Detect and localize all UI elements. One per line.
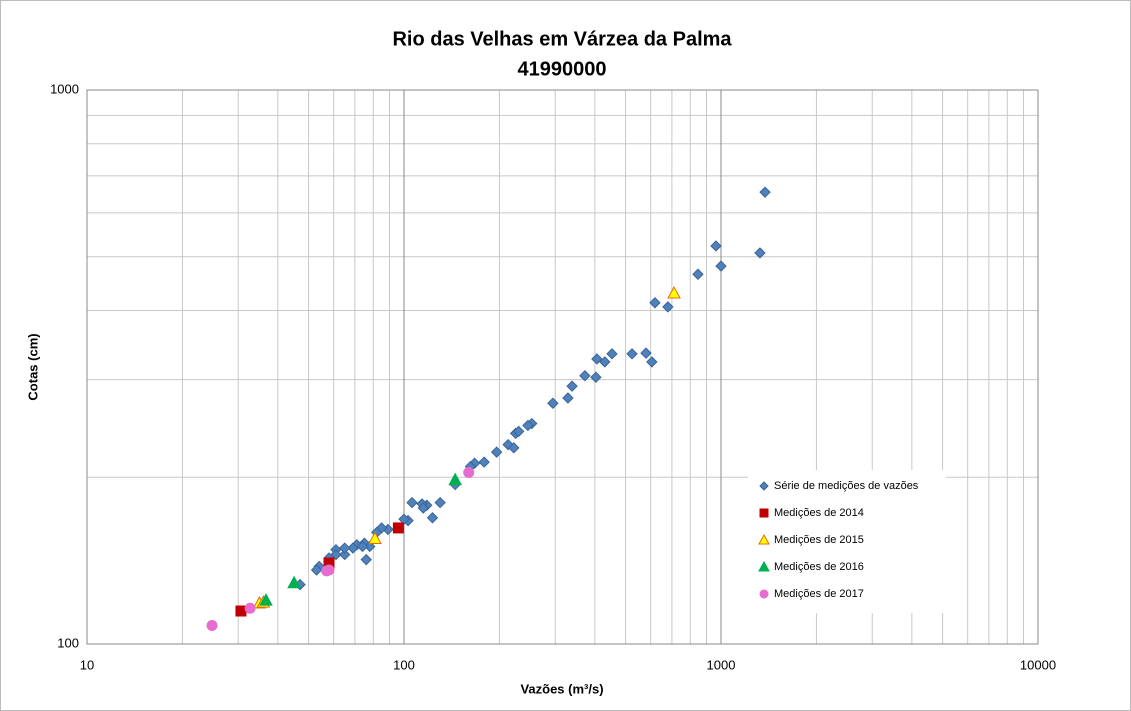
point [287,575,301,589]
legend-label: Medições de 2016 [774,561,864,573]
point [310,564,323,576]
point [754,247,766,259]
point [468,457,481,469]
point [646,356,658,368]
chart-subtitle: 41990000 [518,58,607,80]
point [759,186,771,198]
point [626,348,638,360]
y-axis-label: Cotas (cm) [25,333,40,400]
point [512,425,525,438]
plot-border [86,89,1039,645]
point [547,397,559,409]
x-tick-label: 10000 [1020,657,1056,672]
point [338,542,351,554]
x-tick-label: 100 [393,657,415,672]
point [426,512,439,524]
point [392,522,404,534]
point [360,553,372,566]
point [522,419,534,432]
point [448,472,462,486]
point [640,347,652,359]
legend-label: Medições de 2015 [774,534,864,546]
legend-label: Série de medições de vazões [774,480,919,492]
legend-box [748,470,946,613]
point [235,605,247,617]
chart-title: Rio das Velhas em Várzea da Palma [392,28,732,50]
y-tick-label: 100 [57,635,79,650]
legend-marker [759,589,769,599]
point [478,456,490,468]
point [463,466,475,478]
legend-marker [758,533,770,545]
point [606,348,618,360]
point [368,531,382,545]
legend-marker [759,481,769,491]
point [398,513,410,525]
point [417,502,429,514]
point [347,542,359,554]
x-axis-label: Vazões (m³/s) [520,681,603,696]
point [259,593,273,606]
legend-label: Medições de 2014 [774,507,864,519]
point [579,369,591,382]
point [715,260,727,272]
point [323,564,335,576]
point [244,602,256,614]
legend-marker [758,560,770,572]
point [434,496,446,509]
point [590,371,602,383]
point [562,392,574,404]
point [508,442,520,454]
x-tick-label: 10 [80,657,94,672]
point [692,268,704,280]
point [338,548,351,561]
point [667,286,681,299]
x-tick-label: 1000 [707,657,736,672]
legend-label: Medições de 2017 [774,588,864,600]
point [710,240,722,252]
y-tick-label: 1000 [50,81,79,96]
point [649,297,661,309]
point [356,540,369,553]
point [599,356,611,368]
point [662,301,674,313]
legend-marker [759,508,769,518]
point [490,446,503,458]
point [591,353,603,365]
point [206,619,218,631]
point [566,380,578,392]
point [406,496,418,509]
point [330,548,342,561]
